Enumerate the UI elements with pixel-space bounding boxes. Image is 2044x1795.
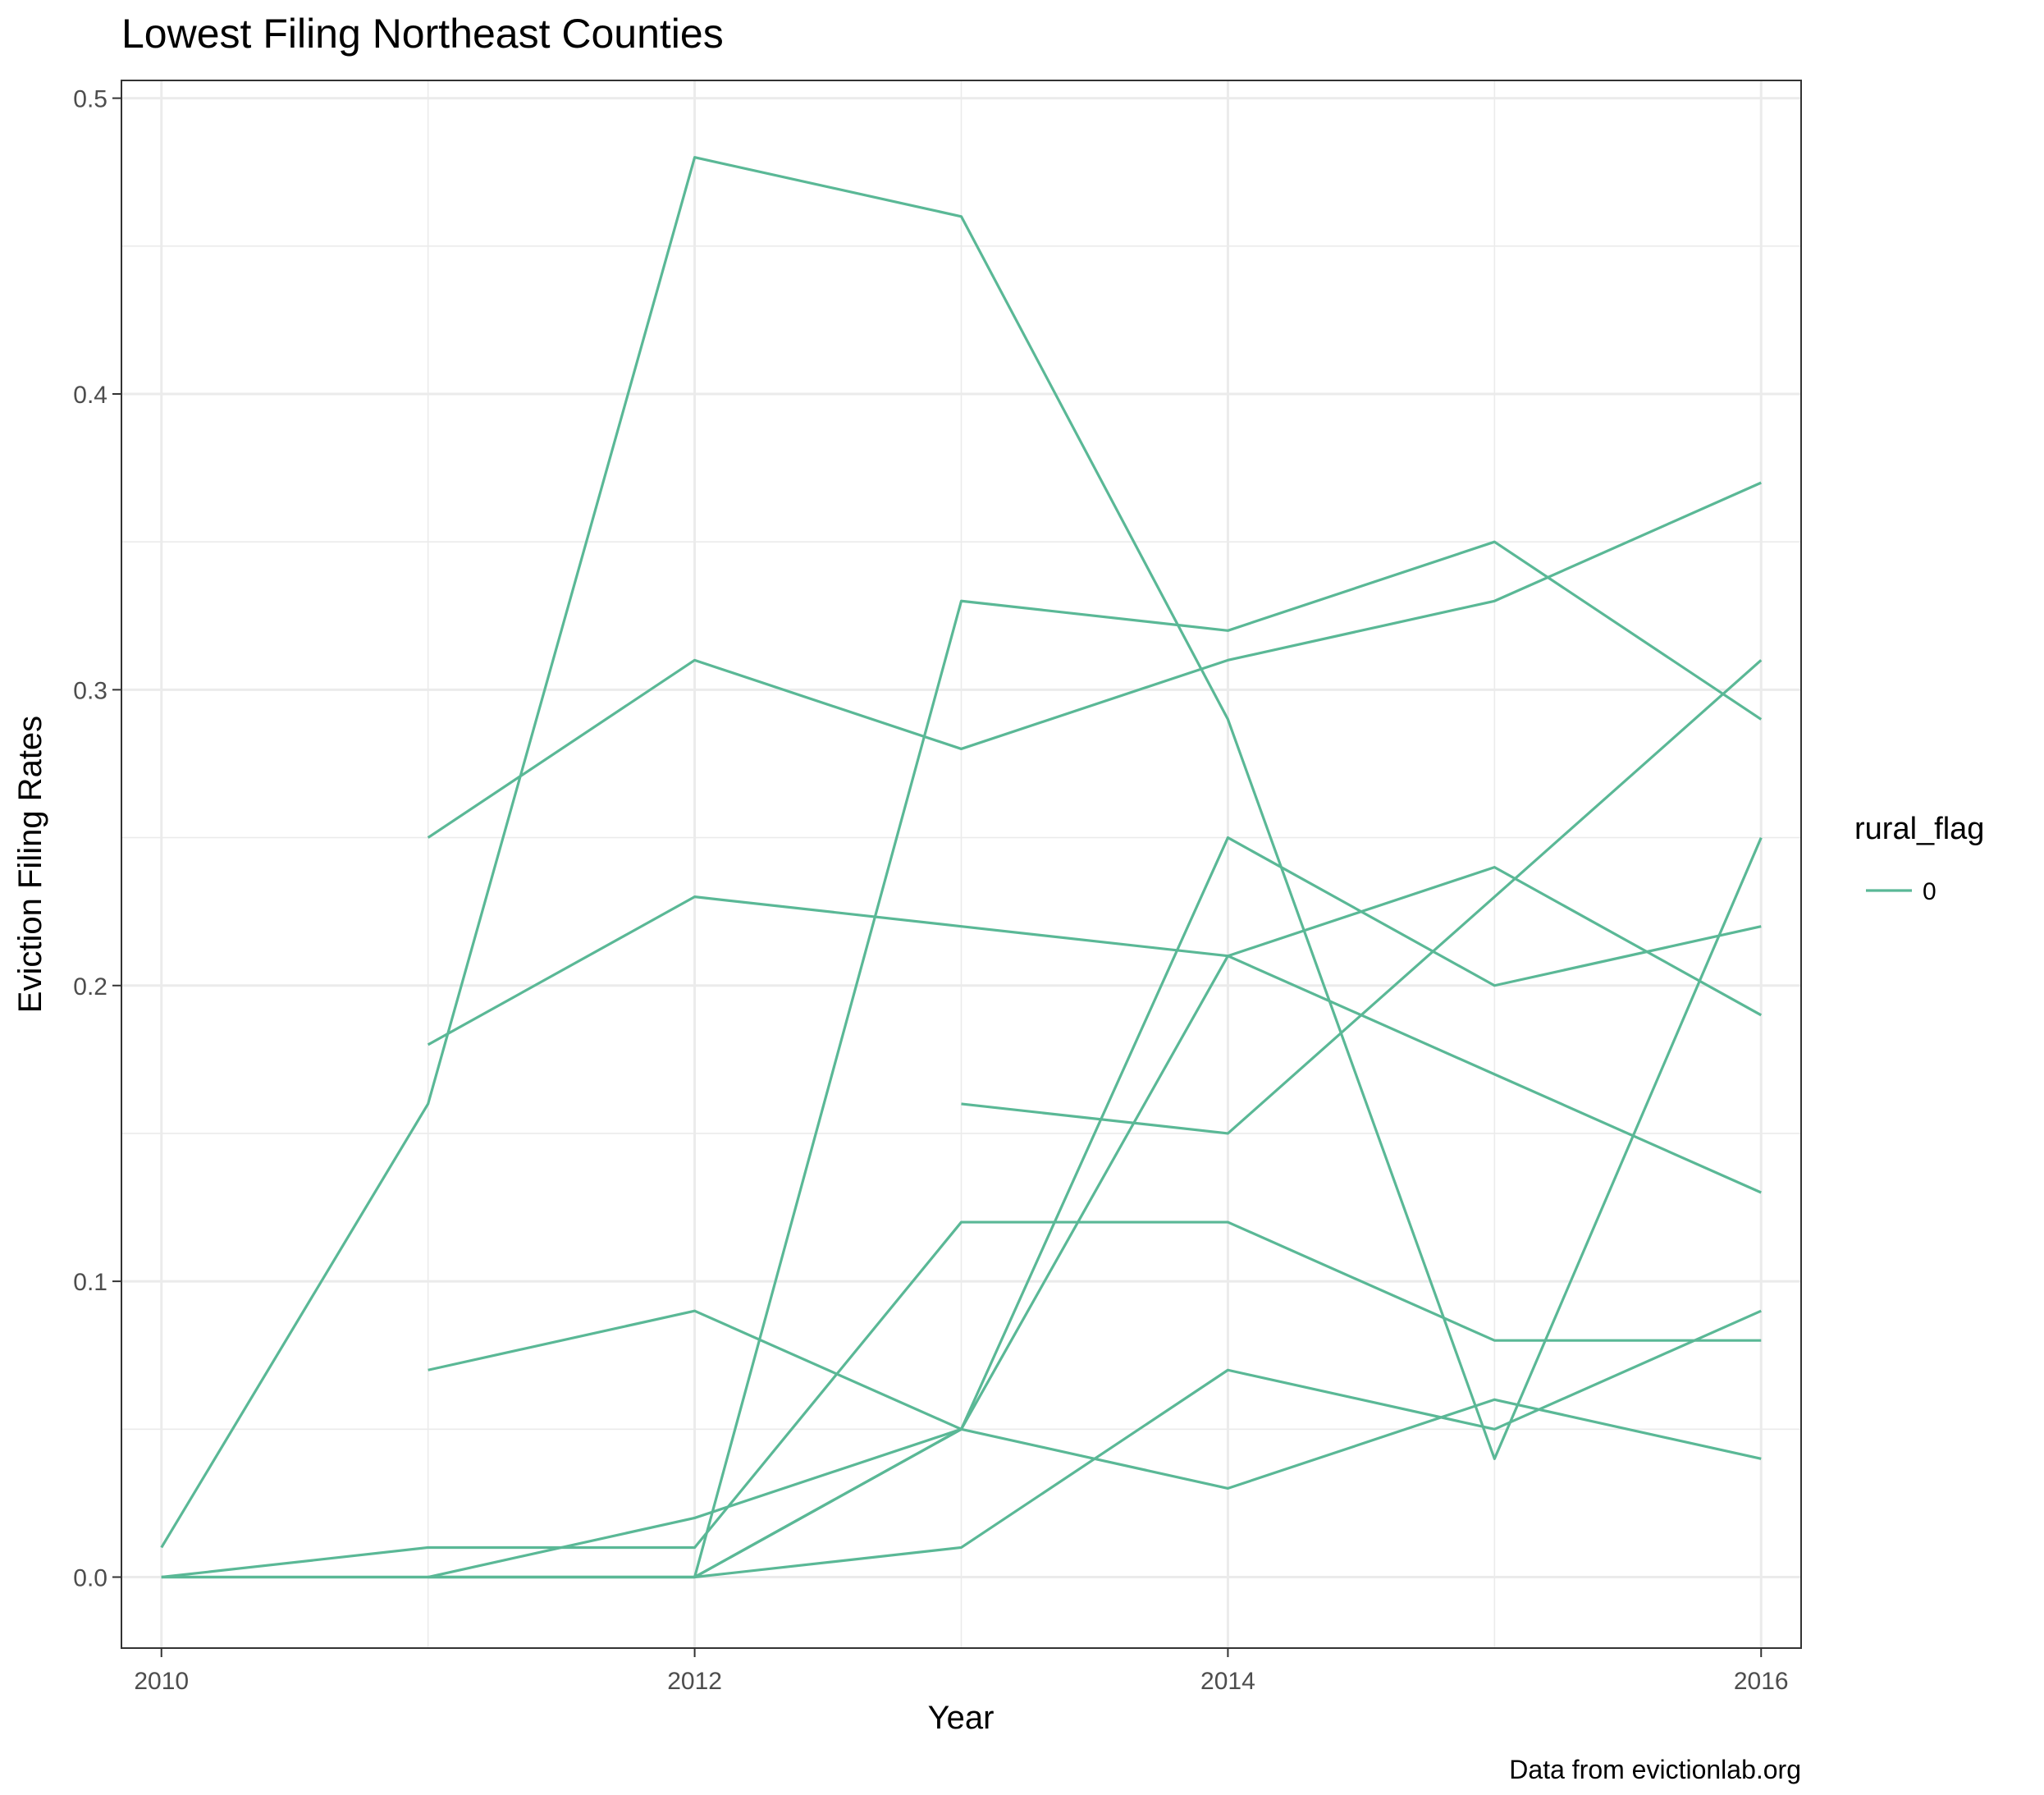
series-lines <box>160 156 1763 1579</box>
series-line-9 <box>428 1309 1762 1490</box>
series-line-10 <box>428 865 1763 1579</box>
y-axis-title: Eviction Filing Rates <box>12 716 48 1013</box>
x-tick-label: 2014 <box>1200 1668 1255 1695</box>
y-tick-label: 0.2 <box>73 973 107 1001</box>
legend: rural_flag 0 <box>1854 812 1984 905</box>
x-tick-label: 2016 <box>1734 1668 1789 1695</box>
series-line-7 <box>694 1309 1762 1579</box>
series-line-4 <box>427 895 1762 1194</box>
y-axis: 0.0 0.1 0.2 0.3 0.4 0.5 <box>73 86 121 1592</box>
y-tick-label: 0.4 <box>73 382 107 409</box>
x-tick-label: 2012 <box>667 1668 722 1695</box>
legend-label: 0 <box>1923 878 1937 905</box>
x-tick-label: 2010 <box>134 1668 189 1695</box>
series-line-5 <box>961 659 1763 1135</box>
series-line-8 <box>161 1220 1762 1579</box>
x-axis-title: Year <box>928 1700 995 1736</box>
y-tick-label: 0.0 <box>73 1565 107 1592</box>
minor-gridlines <box>121 80 1801 1648</box>
legend-title: rural_flag <box>1854 812 1984 846</box>
x-axis: 2010 2012 2014 2016 <box>134 1648 1789 1695</box>
caption: Data from evictionlab.org <box>1509 1755 1801 1784</box>
series-line-11 <box>161 1427 963 1579</box>
series-line-1 <box>160 156 1763 1549</box>
y-tick-label: 0.3 <box>73 677 107 704</box>
y-tick-label: 0.1 <box>73 1269 107 1296</box>
series-line-2 <box>427 481 1762 839</box>
chart-title: Lowest Filing Northeast Counties <box>121 11 724 57</box>
plot-panel-border <box>121 80 1802 1649</box>
y-tick-label: 0.5 <box>73 86 107 113</box>
major-gridlines <box>121 80 1801 1648</box>
